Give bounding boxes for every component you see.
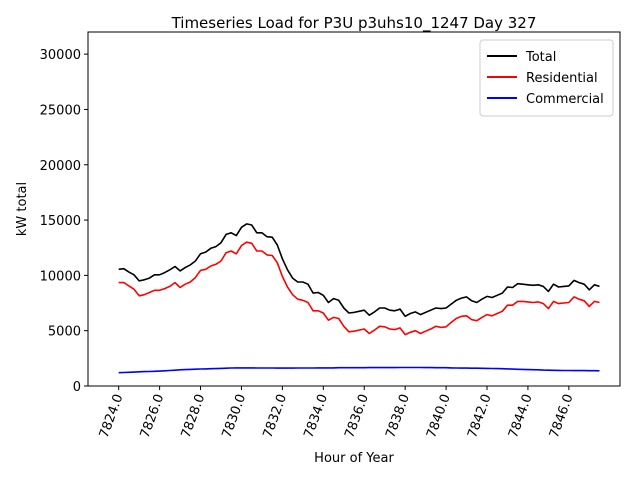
y-tick-label: 15000 [40, 214, 81, 229]
series-line-residential [118, 241, 600, 336]
y-tick-label: 25000 [40, 103, 81, 118]
y-axis-label: kW total [15, 182, 30, 236]
chart-title: Timeseries Load for P3U p3uhs10_1247 Day… [171, 14, 537, 33]
legend: Total Residential Commercial [479, 39, 614, 117]
x-axis-label: Hour of Year [314, 451, 394, 466]
legend-label-commercial: Commercial [526, 92, 604, 107]
series-line-total [118, 223, 600, 318]
y-tick-label: 20000 [40, 159, 81, 174]
y-tick-label: 30000 [40, 48, 81, 63]
plot-frame [87, 31, 621, 387]
y-tick-label: 10000 [40, 269, 81, 284]
y-tick-label: 0 [73, 380, 81, 395]
legend-label-residential: Residential [526, 71, 598, 86]
series-layer [118, 223, 600, 374]
legend-label-total: Total [525, 50, 556, 65]
y-tick-labels: 0 5000 10000 15000 20000 25000 30000 [40, 48, 81, 395]
y-tick-label: 5000 [48, 325, 81, 340]
series-line-commercial [118, 366, 600, 374]
tick-layer [84, 53, 570, 390]
